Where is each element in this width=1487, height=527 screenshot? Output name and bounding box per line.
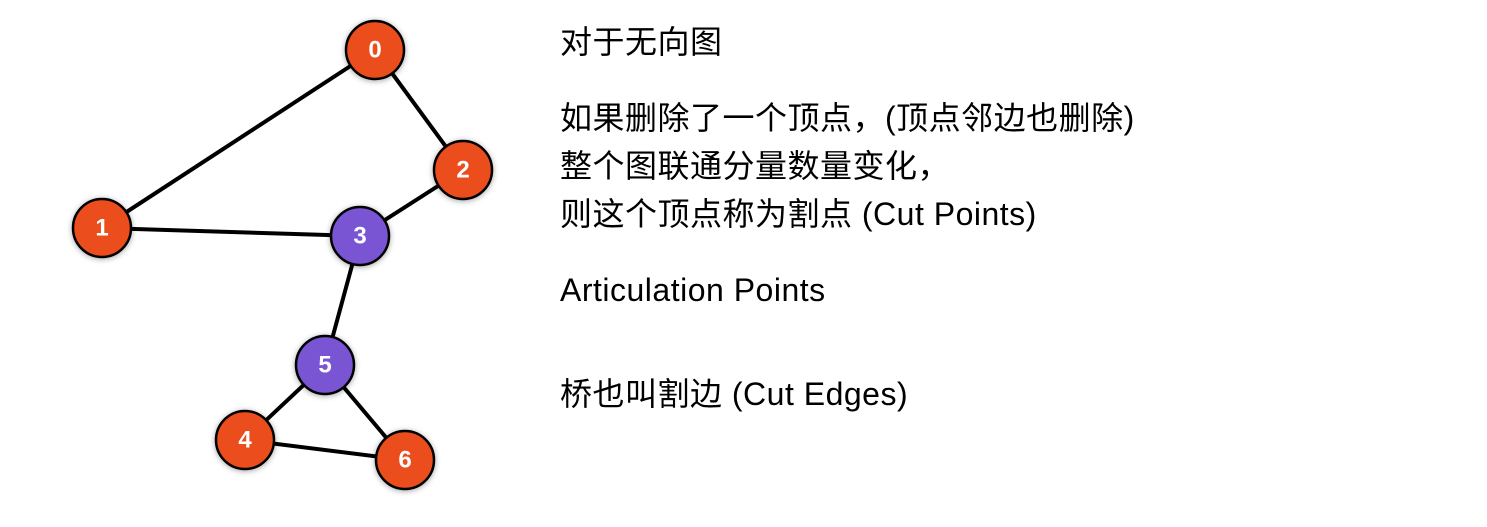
node-3: 3 [331, 207, 389, 265]
node-label-0: 0 [368, 37, 381, 64]
node-label-5: 5 [318, 352, 331, 379]
text-def-3: 则这个顶点称为割点 (Cut Points) [560, 190, 1460, 238]
node-0: 0 [346, 21, 404, 79]
node-label-6: 6 [398, 447, 411, 474]
text-def-1: 如果删除了一个顶点，(顶点邻边也删除) [560, 94, 1460, 142]
graph-svg: 0 1 2 3 4 5 6 [0, 0, 540, 527]
graph-diagram: 0 1 2 3 4 5 6 [0, 0, 540, 527]
node-1: 1 [73, 199, 131, 257]
text-intro: 对于无向图 [560, 18, 1460, 66]
text-articulation: Articulation Points [560, 266, 1460, 314]
text-def-2: 整个图联通分量数量变化， [560, 142, 1460, 190]
text-content: 对于无向图 如果删除了一个顶点，(顶点邻边也删除) 整个图联通分量数量变化， 则… [560, 18, 1460, 446]
node-5: 5 [296, 336, 354, 394]
node-6: 6 [376, 431, 434, 489]
node-label-3: 3 [353, 223, 366, 250]
edge-0-1 [102, 50, 375, 228]
edge-1-3 [102, 228, 360, 236]
text-bridge: 桥也叫割边 (Cut Edges) [560, 370, 1460, 418]
node-label-1: 1 [95, 215, 108, 242]
node-2: 2 [434, 141, 492, 199]
node-4: 4 [216, 411, 274, 469]
node-label-4: 4 [238, 427, 252, 454]
node-label-2: 2 [456, 157, 469, 184]
